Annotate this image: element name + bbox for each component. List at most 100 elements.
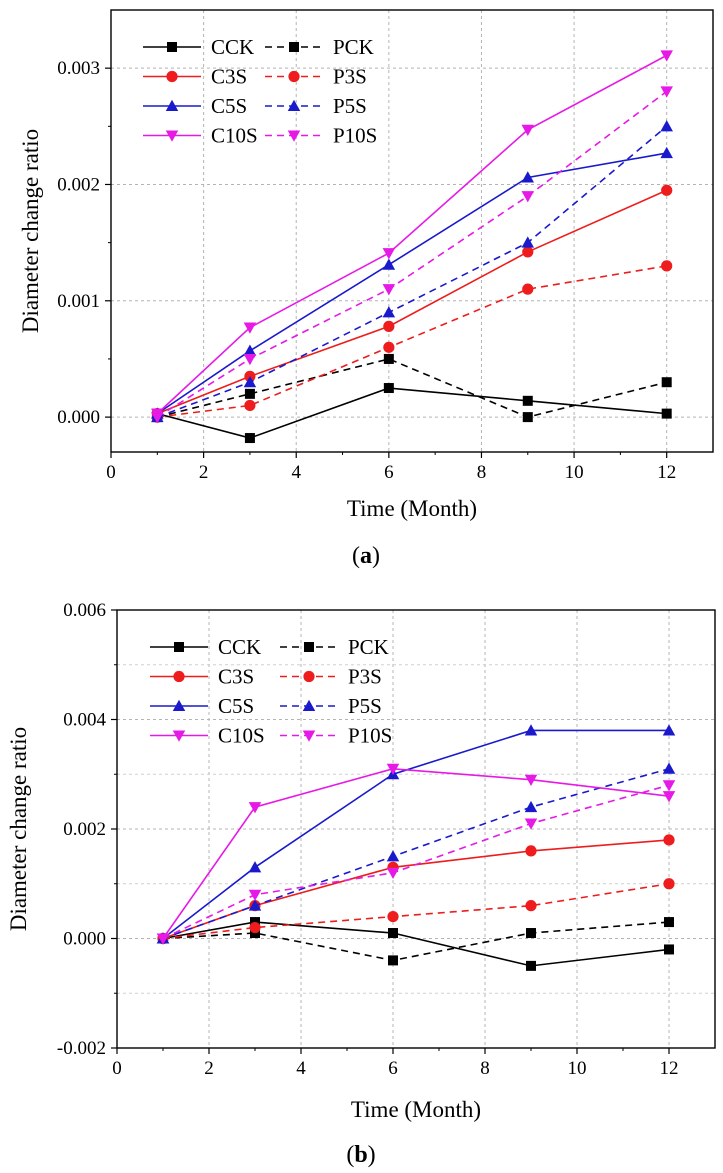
data-point-P10S [156,933,170,945]
data-point-P3S [661,260,673,272]
data-point-CCK [664,944,674,955]
chart-panel-b: 0 2 4 6 8 10 12 -0.002 0.000 0.002 0.004 0.006 Time … [6,600,716,1168]
y-tick-label: 0.006 [63,600,106,621]
x-tick-label: 6 [384,462,394,483]
legend-marker-PCK [304,642,314,652]
x-tick-label: 6 [388,1058,398,1079]
series-line-CCK [157,387,667,439]
x-tick-label: 0 [112,1058,122,1079]
series-C3S [157,834,675,945]
legend-marker-CCK [167,42,177,52]
data-point-P5S [386,850,400,862]
data-point-C10S [382,248,396,260]
legend: CCK C3S C5S C10S PCK P3S P5S P10S [150,635,392,748]
data-point-PCK [388,955,398,966]
caption-label: b [354,1142,367,1168]
y-tick-label: 0.003 [57,58,100,79]
data-point-C3S [525,845,537,857]
data-point-P3S [383,341,395,353]
legend-label-C5S: C5S [211,94,247,118]
data-point-P3S [249,921,261,934]
legend-marker-P3S [288,70,300,83]
series-line-C3S [157,189,668,415]
x-tick-label: 2 [204,1058,214,1079]
data-point-P10S [660,86,673,98]
data-point-P10S [382,284,396,296]
caption-open: ( [352,543,360,569]
series-P10S [156,780,676,945]
caption-close: ) [372,543,380,569]
data-point-CCK [244,433,255,444]
series-line-C3S [162,839,670,940]
series-C10S [156,763,676,945]
legend: CCK C3S C5S C10S PCK P3S P5S P10S [143,35,377,148]
x-axis-title: Time (Month) [351,1097,481,1122]
data-point-C5S [248,861,262,873]
data-point-C10S [386,763,400,776]
data-point-P3S [522,283,534,295]
legend-label-C3S: C3S [211,65,247,89]
chart-panel-a: 0 2 4 6 8 10 12 0.000 0.001 0.002 0.003 Time (Month… [18,9,714,569]
caption-close: ) [368,1142,376,1168]
legend-label-P3S: P3S [333,65,367,89]
data-point-C10S [662,791,676,803]
panel-caption: (b) [346,1142,375,1168]
series-line-C5S [156,152,667,415]
data-point-PCK [383,353,394,364]
legend-marker-P10S [287,130,301,142]
legend-label-CCK: CCK [211,35,254,59]
y-tick-label: 0.002 [57,174,100,195]
legend-marker-P5S [302,699,316,711]
series-P10S [151,86,673,424]
data-point-PCK [522,412,533,423]
y-tick-label: 0.004 [63,710,106,731]
data-point-P10S [151,412,164,424]
series-C3S [151,184,673,420]
data-point-C3S [663,834,675,846]
series-line-PCK [162,921,670,962]
data-point-P3S [525,900,537,912]
legend-label-PCK: PCK [348,635,389,659]
data-point-P5S [243,375,257,388]
series-line-P5S [157,125,668,418]
caption-open: ( [346,1142,354,1168]
legend-marker-PCK [289,42,299,52]
data-point-P3S [387,911,399,923]
x-tick-label: 2 [199,462,209,483]
data-point-C5S [243,344,257,356]
data-point-C5S [521,171,535,183]
legend-label-C10S: C10S [218,724,265,748]
y-tick-label: 0.000 [63,929,106,950]
legend-label-P3S: P3S [348,665,382,689]
data-point-C5S [382,258,396,270]
legend-marker-C3S [166,70,178,83]
legend-marker-CCK [174,642,184,652]
legend-label-P5S: P5S [333,94,367,118]
data-point-P5S [521,236,535,248]
x-tick-label: 12 [660,1058,679,1079]
data-point-CCK [383,383,394,394]
legend-label-C10S: C10S [211,124,258,148]
series-P5S [156,762,676,944]
data-point-C5S [660,146,673,159]
legend-label-PCK: PCK [333,35,374,59]
y-tick-label: -0.002 [57,1038,106,1059]
data-point-C3S [383,320,395,332]
y-axis-title: Diameter change ratio [18,129,43,333]
series-line-PCK [157,358,667,418]
legend-label-C3S: C3S [218,665,254,689]
legend-marker-C5S [165,99,179,111]
x-tick-label: 8 [480,1058,490,1079]
y-tick-label: 0.000 [57,407,100,428]
series-line-P3S [157,265,667,418]
data-point-P3S [244,399,256,412]
x-tick-label: 10 [565,462,584,483]
plot-frame [110,9,714,453]
x-tick-label: 12 [657,462,676,483]
legend-marker-P10S [302,730,316,742]
x-tick-label: 8 [477,462,487,483]
x-tick-label: 4 [296,1058,306,1079]
legend-marker-P3S [303,670,315,683]
data-point-PCK [664,917,674,928]
